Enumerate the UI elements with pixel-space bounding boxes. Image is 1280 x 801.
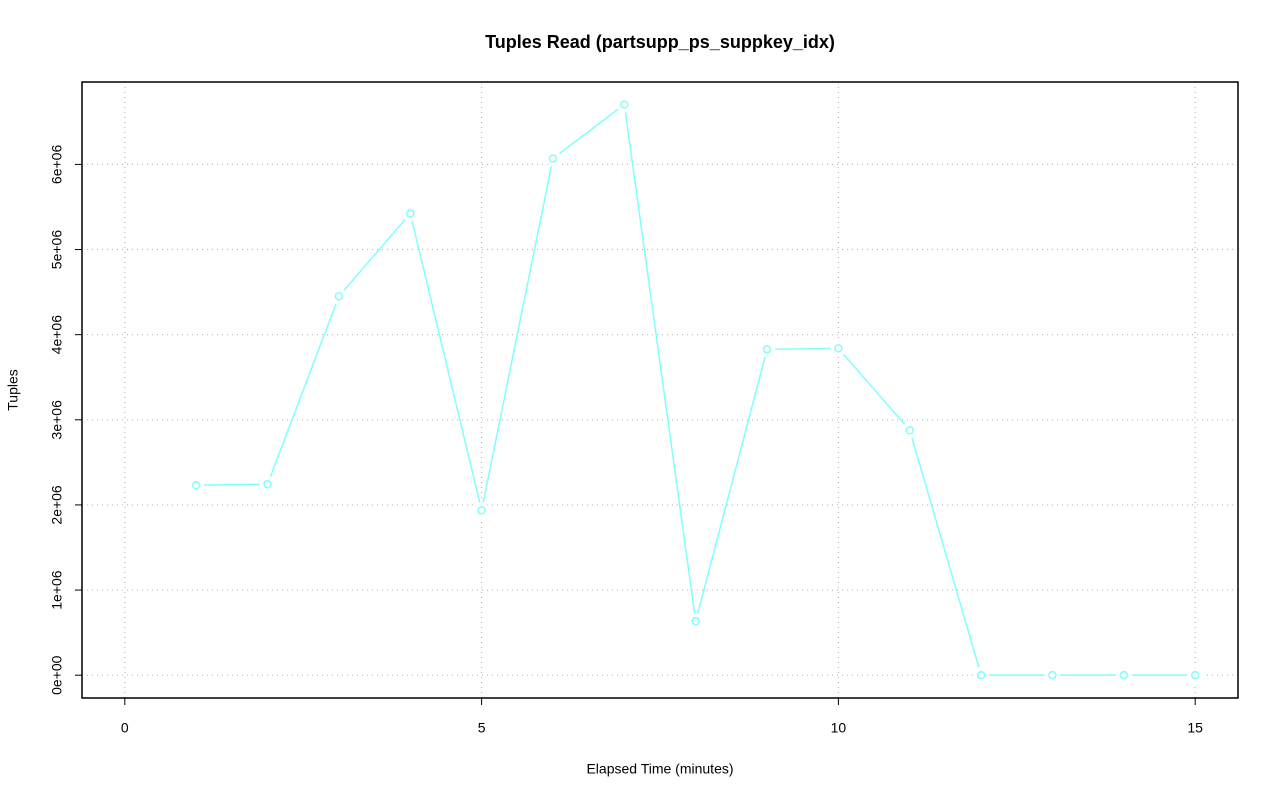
- point-gap: [402, 205, 419, 222]
- point-gap: [759, 341, 776, 358]
- data-point: [762, 345, 772, 354]
- data-point: [334, 292, 344, 301]
- point-gap: [259, 476, 276, 493]
- data-point: [1048, 670, 1057, 680]
- point-gap: [901, 422, 918, 439]
- data-point: [834, 344, 843, 353]
- point-gap: [1187, 667, 1204, 684]
- point-gap: [973, 667, 990, 684]
- point-gap: [473, 502, 490, 519]
- data-point: [1190, 670, 1200, 680]
- data-point: [976, 670, 986, 680]
- data-point: [905, 426, 915, 435]
- point-gap: [544, 150, 561, 167]
- plot-frame: [81, 81, 1239, 699]
- x-tick-label: 5: [478, 720, 486, 736]
- x-tick-label: 10: [831, 720, 847, 736]
- data-point: [191, 481, 201, 490]
- data-point: [1119, 670, 1129, 680]
- y-tick-label: 5e+06: [49, 230, 65, 270]
- y-tick-label: 3e+06: [49, 400, 65, 440]
- data-point: [620, 100, 629, 109]
- point-gap: [830, 340, 847, 357]
- y-axis-title: Tuples: [5, 369, 21, 411]
- y-tick-label: 2e+06: [49, 485, 65, 525]
- point-gap: [687, 613, 704, 630]
- data-line: [196, 103, 1196, 676]
- y-tick-label: 0e+00: [49, 655, 65, 695]
- y-tick-label: 6e+06: [49, 145, 65, 185]
- point-gap: [616, 96, 633, 113]
- chart-title: Tuples Read (partsupp_ps_suppkey_idx): [485, 32, 835, 52]
- x-tick-label: 15: [1187, 720, 1203, 736]
- data-point: [477, 506, 486, 515]
- point-gap: [1044, 667, 1061, 684]
- x-tick-label: 0: [121, 720, 129, 736]
- data-point: [548, 154, 558, 163]
- point-gap: [330, 288, 347, 305]
- x-axis-title: Elapsed Time (minutes): [586, 761, 733, 777]
- data-point: [263, 479, 272, 489]
- data-point: [691, 616, 700, 626]
- y-tick-label: 1e+06: [49, 570, 65, 610]
- point-gap: [188, 477, 205, 494]
- data-point: [405, 209, 415, 218]
- point-gap: [1115, 667, 1132, 684]
- y-tick-label: 4e+06: [49, 315, 65, 355]
